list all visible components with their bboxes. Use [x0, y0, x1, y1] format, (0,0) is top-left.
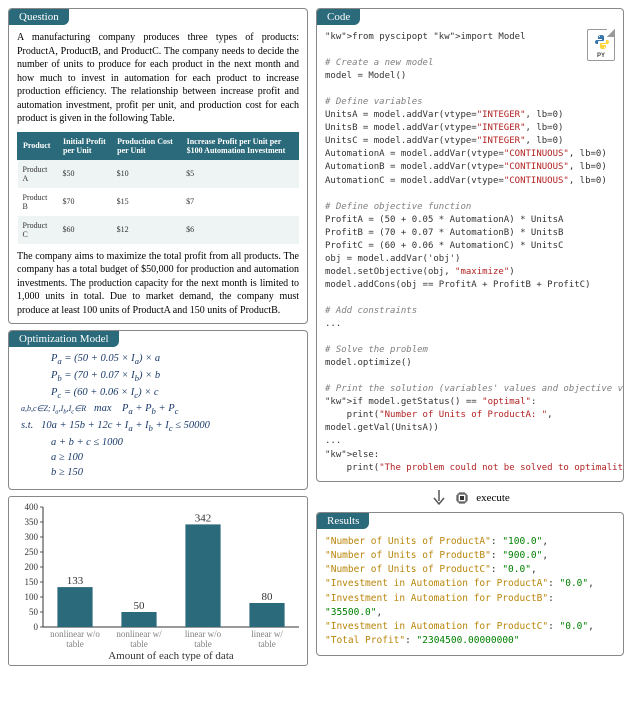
question-header: Question [9, 9, 69, 25]
results-row: "Number of Units of ProductB": "900.0", [325, 549, 615, 563]
table-header: Initial Profit per Unit [58, 132, 112, 159]
py-badge-label: PY [588, 53, 614, 59]
svg-text:table: table [258, 639, 276, 649]
results-row: "Investment in Automation for ProductB":… [325, 592, 615, 621]
table-header: Production Cost per Unit [112, 132, 181, 159]
svg-text:150: 150 [25, 577, 39, 587]
table-row: Product B$70$15$7 [18, 188, 299, 216]
results-row: "Investment in Automation for ProductA":… [325, 577, 615, 591]
execute-label: execute [476, 492, 510, 504]
svg-text:342: 342 [195, 512, 212, 524]
svg-text:table: table [130, 639, 148, 649]
svg-text:400: 400 [25, 502, 39, 512]
svg-text:table: table [194, 639, 212, 649]
question-para2: The company aims to maximize the total p… [17, 250, 299, 318]
svg-text:100: 100 [25, 592, 39, 602]
table-row: Product A$50$10$5 [18, 159, 299, 188]
svg-text:0: 0 [34, 622, 39, 632]
svg-text:250: 250 [25, 547, 39, 557]
code-panel: Code PY "kw">from pyscipopt "kw">import … [316, 8, 624, 482]
svg-text:nonlinear w/: nonlinear w/ [116, 629, 162, 639]
results-row: "Number of Units of ProductA": "100.0", [325, 535, 615, 549]
svg-text:350: 350 [25, 517, 39, 527]
question-panel: Question A manufacturing company produce… [8, 8, 308, 324]
svg-text:133: 133 [67, 575, 84, 587]
math-equations: Pa = (50 + 0.05 × Ia) × aPb = (70 + 0.07… [9, 347, 307, 489]
svg-text:50: 50 [29, 607, 39, 617]
arrow-down-icon [430, 488, 448, 508]
question-para1: A manufacturing company produces three t… [17, 31, 299, 126]
results-body: "Number of Units of ProductA": "100.0","… [317, 529, 623, 655]
code-body: "kw">from pyscipopt "kw">import Model # … [317, 25, 623, 481]
product-table: ProductInitial Profit per UnitProduction… [17, 132, 299, 244]
svg-text:linear w/o: linear w/o [185, 629, 222, 639]
svg-text:linear w/: linear w/ [251, 629, 283, 639]
table-header: Increase Profit per Unit per $100 Automa… [181, 132, 298, 159]
execute-row: execute [316, 488, 624, 508]
results-header: Results [317, 513, 369, 529]
optimization-model-header: Optimization Model [9, 331, 119, 347]
chip-icon [454, 490, 470, 506]
results-row: "Investment in Automation for ProductC":… [325, 620, 615, 634]
results-row: "Number of Units of ProductC": "0.0", [325, 563, 615, 577]
svg-text:table: table [66, 639, 84, 649]
results-row: "Total Profit": "2304500.00000000" [325, 634, 615, 648]
results-panel: Results "Number of Units of ProductA": "… [316, 512, 624, 656]
table-row: Product C$60$12$6 [18, 216, 299, 244]
python-file-icon: PY [587, 29, 615, 61]
svg-text:50: 50 [134, 600, 146, 612]
svg-text:80: 80 [262, 591, 274, 603]
data-amount-bar-chart: 0 50 100 150 200 250 300 350 400 133 nonlinear w/o… [8, 496, 308, 666]
optimization-model-panel: Optimization Model Pa = (50 + 0.05 × Ia)… [8, 330, 308, 490]
code-header: Code [317, 9, 360, 25]
svg-text:200: 200 [25, 562, 39, 572]
table-header: Product [18, 132, 58, 159]
svg-text:Amount of each type of data: Amount of each type of data [108, 650, 234, 661]
svg-text:300: 300 [25, 532, 39, 542]
svg-text:nonlinear w/o: nonlinear w/o [50, 629, 100, 639]
